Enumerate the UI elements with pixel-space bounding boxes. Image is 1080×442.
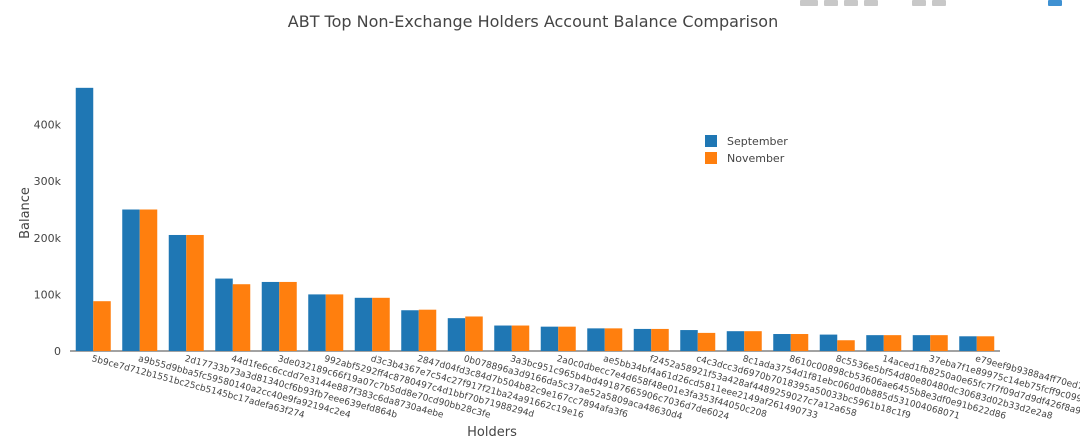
bar-november[interactable] xyxy=(279,281,297,351)
bar-september[interactable] xyxy=(680,330,698,351)
legend-label-november: November xyxy=(727,152,785,165)
bar-september[interactable] xyxy=(401,310,419,351)
modebar-button[interactable] xyxy=(844,0,858,6)
bar-november[interactable] xyxy=(418,309,437,351)
bar-september[interactable] xyxy=(354,297,373,351)
y-tick-label: 0 xyxy=(54,345,61,358)
bar-november[interactable] xyxy=(604,328,623,351)
bar-november[interactable] xyxy=(744,331,762,351)
modebar-logo-icon[interactable] xyxy=(1048,0,1062,6)
y-tick-label: 100k xyxy=(34,288,62,301)
bar-november[interactable] xyxy=(372,297,390,351)
modebar-button[interactable] xyxy=(912,0,926,6)
modebar-toolbar[interactable] xyxy=(800,0,1070,8)
bar-september[interactable] xyxy=(261,281,280,351)
bar-november[interactable] xyxy=(697,332,716,351)
legend-swatch-november xyxy=(705,152,717,164)
bar-september[interactable] xyxy=(447,318,466,351)
bar-september[interactable] xyxy=(726,331,745,351)
modebar-button[interactable] xyxy=(800,0,818,6)
bar-november[interactable] xyxy=(465,316,483,351)
modebar-button[interactable] xyxy=(864,0,878,6)
x-axis-title: Holders xyxy=(467,425,517,440)
bar-november[interactable] xyxy=(93,301,111,351)
bar-november[interactable] xyxy=(837,340,855,351)
bar-september[interactable] xyxy=(959,336,977,351)
bar-november[interactable] xyxy=(883,335,902,351)
legend-label-september: September xyxy=(727,135,788,148)
y-axis: 0 100k 200k 300k 400k xyxy=(34,119,62,358)
bar-september[interactable] xyxy=(587,328,605,351)
bar-september[interactable] xyxy=(633,328,652,351)
bar-september[interactable] xyxy=(75,87,94,351)
bar-september[interactable] xyxy=(122,209,140,351)
legend[interactable]: September November xyxy=(705,135,788,165)
bar-november[interactable] xyxy=(790,334,809,351)
bar-september[interactable] xyxy=(773,334,791,351)
bar-september[interactable] xyxy=(308,294,326,351)
bar-november[interactable] xyxy=(976,336,995,351)
legend-swatch-september xyxy=(705,135,717,147)
bar-september[interactable] xyxy=(866,335,884,351)
bar-november[interactable] xyxy=(558,326,576,351)
x-axis: 5b9ce7d712b1551bc25cb5145bc17adefa63f274… xyxy=(90,354,1080,422)
modebar-button[interactable] xyxy=(824,0,838,6)
bar-november[interactable] xyxy=(325,294,344,351)
bar-september[interactable] xyxy=(168,234,187,351)
bar-september[interactable] xyxy=(912,335,931,351)
bar-november[interactable] xyxy=(511,325,530,351)
modebar-button[interactable] xyxy=(932,0,946,6)
bar-november[interactable] xyxy=(930,335,948,351)
y-tick-label: 200k xyxy=(34,232,62,245)
bar-series-group xyxy=(75,87,995,351)
bar-september[interactable] xyxy=(494,325,512,351)
bar-september[interactable] xyxy=(215,278,233,351)
chart-title: ABT Top Non-Exchange Holders Account Bal… xyxy=(288,12,778,31)
bar-november[interactable] xyxy=(651,328,669,351)
y-tick-label: 300k xyxy=(34,175,62,188)
bar-november[interactable] xyxy=(232,284,251,351)
bar-november[interactable] xyxy=(139,209,158,351)
y-axis-title: Balance xyxy=(18,187,33,239)
bar-september[interactable] xyxy=(540,326,559,351)
y-tick-label: 400k xyxy=(34,119,62,132)
bar-september[interactable] xyxy=(819,334,838,351)
bar-november[interactable] xyxy=(186,234,204,351)
